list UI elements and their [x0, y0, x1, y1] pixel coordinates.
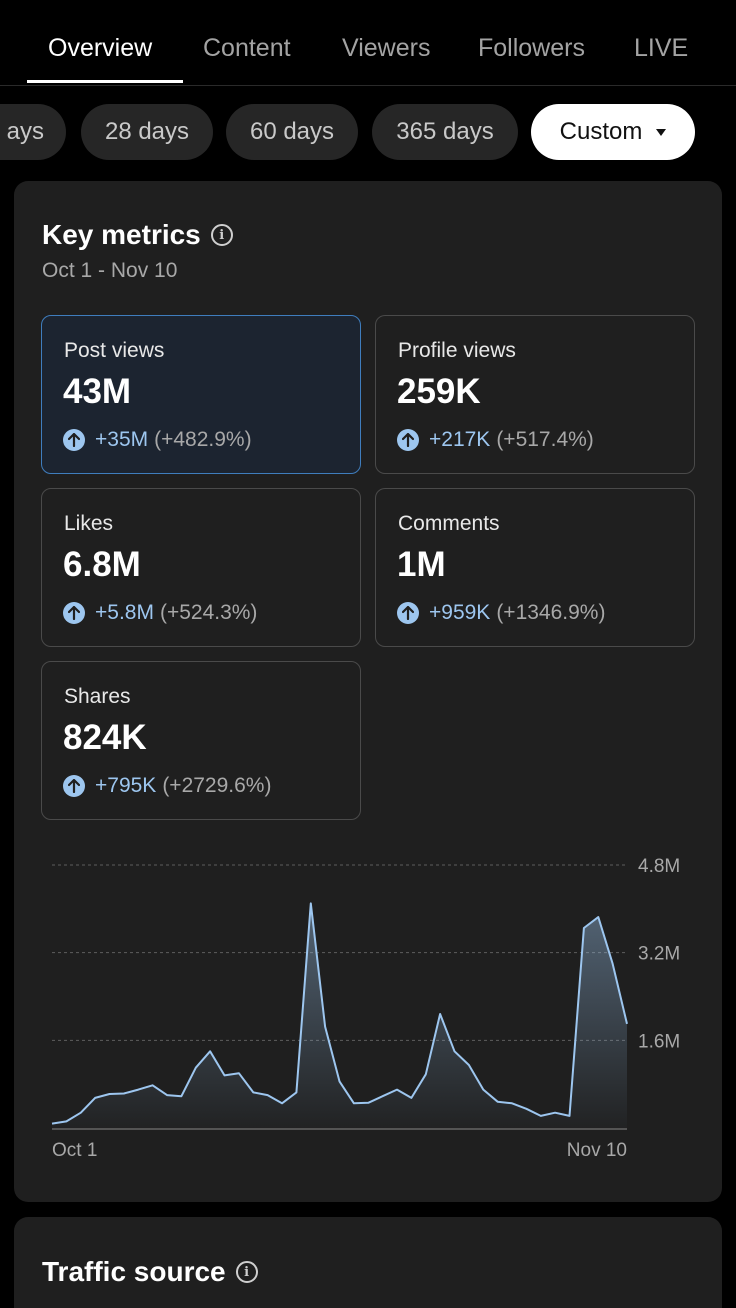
chip-7-days[interactable]: ays — [0, 104, 66, 160]
metric-change-pct: (+1346.9%) — [496, 601, 606, 624]
chart-series-line — [51, 902, 628, 1125]
metric-likes[interactable]: Likes 6.8M +5.8M (+524.3%) — [41, 488, 361, 647]
metric-label: Comments — [398, 512, 500, 535]
tab-viewers[interactable]: Viewers — [342, 34, 431, 62]
arrow-up-icon — [63, 602, 85, 624]
metric-value: 259K — [397, 372, 481, 411]
metric-post-views[interactable]: Post views 43M +35M (+482.9%) — [41, 315, 361, 474]
metric-value: 43M — [63, 372, 132, 411]
metric-change-abs: +959K — [429, 601, 491, 624]
metric-value: 6.8M — [63, 545, 141, 584]
arrow-up-icon — [397, 429, 419, 451]
metric-change-abs: +35M — [95, 428, 149, 451]
metric-change-pct: (+524.3%) — [159, 601, 258, 624]
chip-custom[interactable]: Custom — [531, 104, 695, 160]
metric-change: +795K (+2729.6%) — [63, 774, 271, 798]
chip-60-days[interactable]: 60 days — [226, 104, 358, 160]
traffic-source-title-text: Traffic source — [42, 1256, 226, 1287]
traffic-source-card: Traffic source i — [14, 1217, 722, 1308]
tab-content[interactable]: Content — [203, 34, 291, 62]
arrow-up-icon — [63, 775, 85, 797]
metric-change: +217K (+517.4%) — [397, 428, 594, 452]
chart-area-fill — [52, 903, 627, 1128]
metric-change-abs: +5.8M — [95, 601, 154, 624]
metric-label: Likes — [64, 512, 114, 535]
date-range-chips: ays 28 days 60 days 365 days Custom — [0, 104, 736, 162]
metric-value: 1M — [397, 545, 446, 584]
chart-y-tick-label: 4.8M — [638, 856, 680, 877]
tab-overview[interactable]: Overview — [48, 34, 153, 62]
date-range-label: Oct 1 - Nov 10 — [42, 259, 178, 282]
metric-change: +5.8M (+524.3%) — [63, 601, 257, 625]
metric-change-abs: +795K — [95, 774, 157, 797]
tab-live[interactable]: LIVE — [634, 34, 689, 62]
chip-28-days[interactable]: 28 days — [81, 104, 213, 160]
chart-y-tick-label: 3.2M — [638, 944, 680, 965]
post-views-chart[interactable]: 1.6M 3.2M 4.8M Oct 1 Nov 10 — [14, 181, 722, 1181]
metric-change-abs: +217K — [429, 428, 491, 451]
chart-x-end-label: Nov 10 — [567, 1140, 627, 1161]
chart-y-tick-label: 1.6M — [638, 1031, 680, 1052]
info-icon[interactable]: i — [210, 224, 233, 246]
active-tab-indicator — [27, 80, 183, 83]
chip-custom-label: Custom — [559, 118, 643, 145]
chart-x-start-label: Oct 1 — [52, 1140, 97, 1161]
metric-change-pct: (+517.4%) — [496, 428, 594, 451]
key-metrics-card: Key metrics i Oct 1 - Nov 10 Post views … — [14, 181, 722, 1202]
traffic-source-title: Traffic source i — [42, 1256, 258, 1288]
caret-down-icon — [656, 128, 667, 136]
key-metrics-title-text: Key metrics — [42, 219, 201, 250]
chip-365-days[interactable]: 365 days — [372, 104, 518, 160]
metric-label: Post views — [64, 339, 165, 362]
arrow-up-icon — [63, 429, 85, 451]
metric-label: Shares — [64, 685, 131, 708]
info-icon[interactable]: i — [235, 1261, 258, 1283]
metric-shares[interactable]: Shares 824K +795K (+2729.6%) — [41, 661, 361, 820]
metric-value: 824K — [63, 718, 147, 757]
metric-profile-views[interactable]: Profile views 259K +217K (+517.4%) — [375, 315, 695, 474]
key-metrics-title: Key metrics i — [42, 219, 233, 251]
metric-change: +35M (+482.9%) — [63, 428, 252, 452]
metric-label: Profile views — [398, 339, 516, 362]
metric-comments[interactable]: Comments 1M +959K (+1346.9%) — [375, 488, 695, 647]
metric-change-pct: (+482.9%) — [154, 428, 252, 451]
top-tab-bar: Overview Content Viewers Followers LIVE — [0, 0, 736, 86]
tab-followers[interactable]: Followers — [478, 34, 585, 62]
arrow-up-icon — [397, 602, 419, 624]
metric-change-pct: (+2729.6%) — [162, 774, 272, 797]
metric-change: +959K (+1346.9%) — [397, 601, 605, 625]
